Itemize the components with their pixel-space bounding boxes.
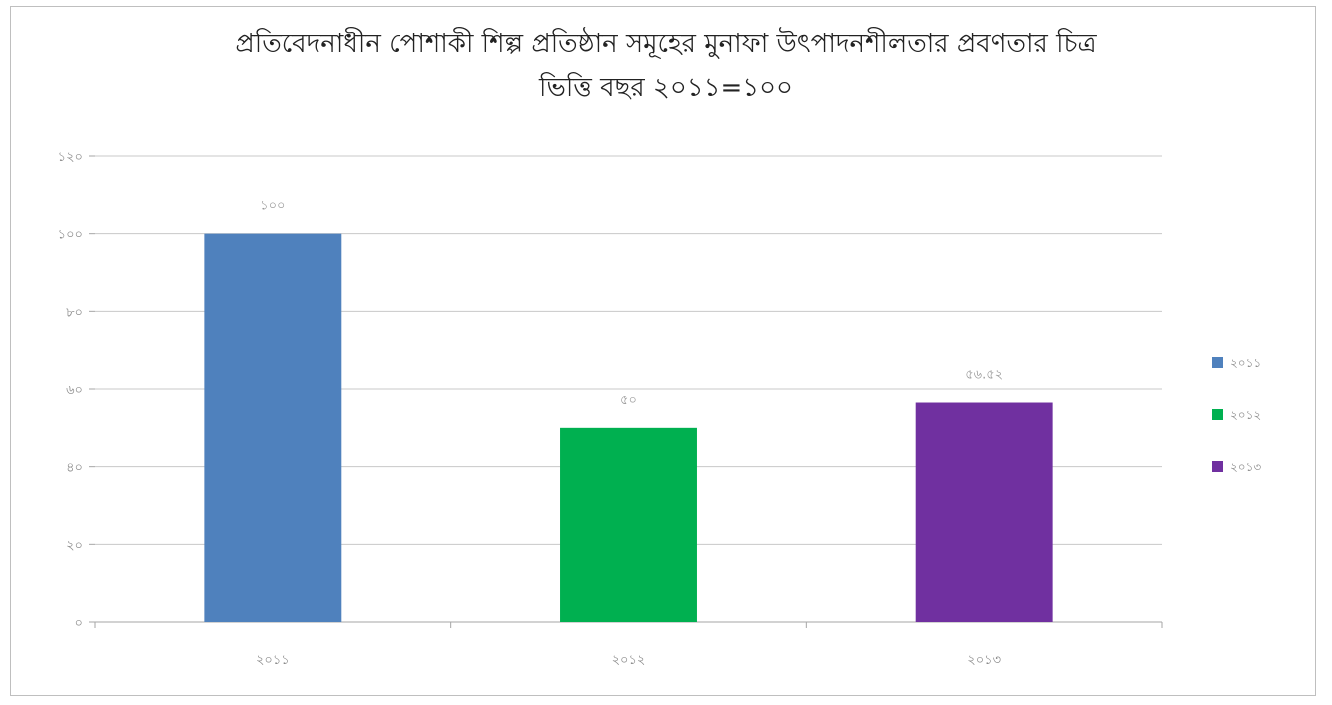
legend-swatch bbox=[1212, 409, 1223, 420]
y-tick-label: ১২০ bbox=[58, 150, 83, 165]
legend-label: ২০১২ bbox=[1230, 408, 1261, 422]
x-tick-label: ২০১১ bbox=[256, 653, 290, 668]
x-tick-label: ২০১২ bbox=[612, 653, 646, 668]
legend-label: ২০১১ bbox=[1230, 356, 1261, 370]
legend-swatch bbox=[1212, 461, 1223, 472]
y-tick-label: ২০ bbox=[66, 538, 83, 553]
chart-title-line2: ভিত্তি বছর ২০১১=১০০ bbox=[539, 73, 793, 103]
bar bbox=[915, 402, 1053, 622]
bar bbox=[560, 427, 697, 622]
y-tick-label: ০ bbox=[75, 616, 83, 631]
legend: ২০১১ ২০১২ ২০১৩ bbox=[1212, 356, 1261, 474]
legend-swatch bbox=[1212, 357, 1223, 368]
data-label: ১০০ bbox=[260, 199, 285, 214]
y-tick-label: ১০০ bbox=[58, 228, 83, 243]
x-axis-ticks: ২০১১ ২০১২ ২০১৩ bbox=[256, 653, 1001, 668]
data-labels: ১০০ ৫০ ৫৬.৫২ bbox=[260, 199, 1003, 408]
bars bbox=[204, 233, 1053, 622]
data-label: ৫৬.৫২ bbox=[965, 368, 1003, 383]
chart-title: প্রতিবেদনাধীন পোশাকী শিল্প প্রতিষ্ঠান সম… bbox=[0, 22, 1332, 110]
y-axis-ticks: ০ ২০ ৪০ ৬০ ৮০ ১০০ ১২০ bbox=[58, 150, 83, 631]
chart-title-line1: প্রতিবেদনাধীন পোশাকী শিল্প প্রতিষ্ঠান সম… bbox=[235, 29, 1097, 59]
y-tick-label: ৮০ bbox=[66, 305, 83, 320]
bar bbox=[204, 233, 342, 622]
legend-label: ২০১৩ bbox=[1230, 460, 1261, 474]
x-tick-label: ২০১৩ bbox=[967, 653, 1001, 668]
y-tick-label: ৬০ bbox=[66, 383, 83, 398]
data-label: ৫০ bbox=[620, 393, 637, 408]
y-tick-label: ৪০ bbox=[66, 461, 83, 476]
